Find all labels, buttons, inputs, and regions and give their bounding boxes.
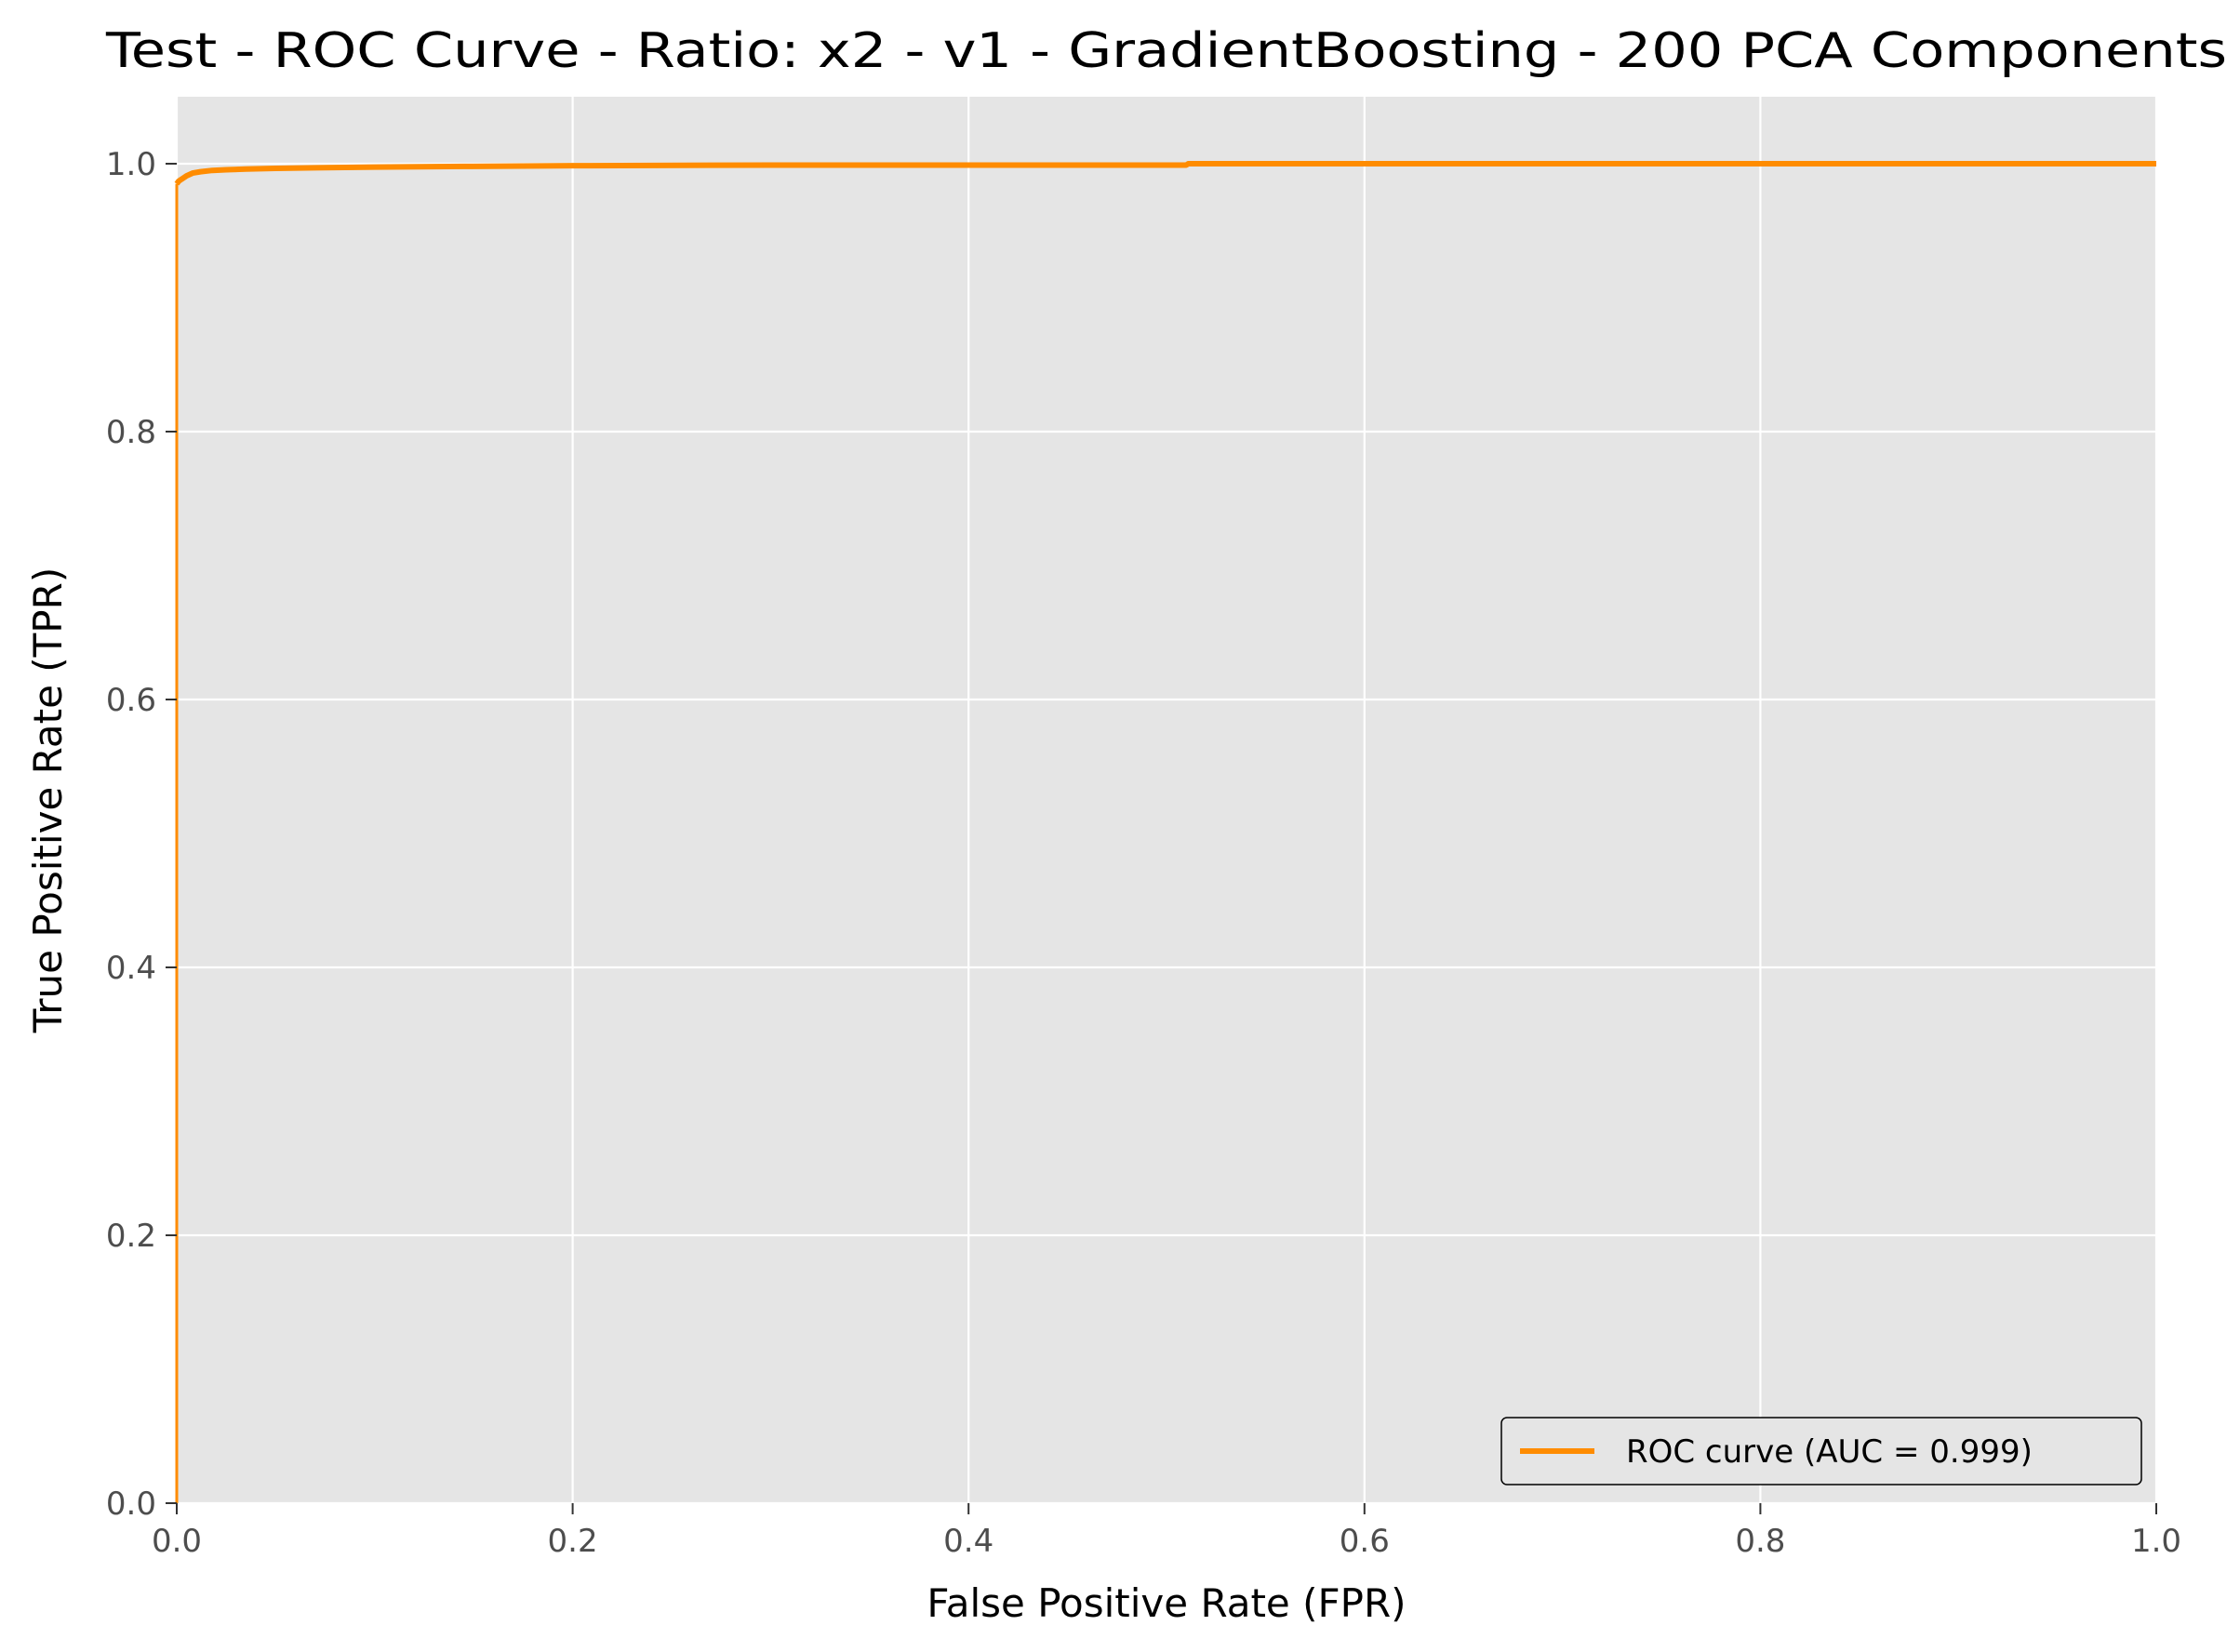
series-layer bbox=[174, 161, 2156, 1503]
y-tick-label-4: 0.8 bbox=[106, 414, 156, 451]
legend-box bbox=[1500, 1417, 2142, 1485]
x-tick-label-2: 0.4 bbox=[943, 1523, 993, 1560]
legend-label-roc: ROC curve (AUC = 0.999) bbox=[1626, 1433, 2033, 1471]
y-tick-label-1: 0.2 bbox=[106, 1218, 156, 1255]
y-tick-label-5: 1.0 bbox=[106, 146, 156, 183]
y-axis-label: True Positive Rate (TPR) bbox=[25, 567, 71, 1033]
plot-background bbox=[177, 97, 2156, 1503]
x-tick-label-4: 0.8 bbox=[1735, 1523, 1785, 1560]
y-tick-label-0: 0.0 bbox=[106, 1485, 156, 1523]
x-tick-label-5: 1.0 bbox=[2131, 1523, 2181, 1560]
series-line-0 bbox=[174, 161, 2156, 186]
x-tick-label-0: 0.0 bbox=[152, 1523, 202, 1560]
y-tick-label-3: 0.6 bbox=[106, 682, 156, 719]
axes: 0.0 0.2 0.4 0.6 0.8 1.0 0.0 0.2 0.4 0.6 0.8 1.0 bbox=[106, 146, 2181, 1560]
x-tick-label-1: 0.2 bbox=[548, 1523, 598, 1560]
x-axis-label: False Positive Rate (FPR) bbox=[927, 1580, 1406, 1626]
chart-title: Test - ROC Curve - Ratio: x2 - v1 - Grad… bbox=[105, 23, 2227, 79]
legend: ROC curve (AUC = 0.999) bbox=[1500, 1417, 2142, 1485]
x-tick-label-3: 0.6 bbox=[1340, 1523, 1390, 1560]
y-tick-label-2: 0.4 bbox=[106, 950, 156, 987]
